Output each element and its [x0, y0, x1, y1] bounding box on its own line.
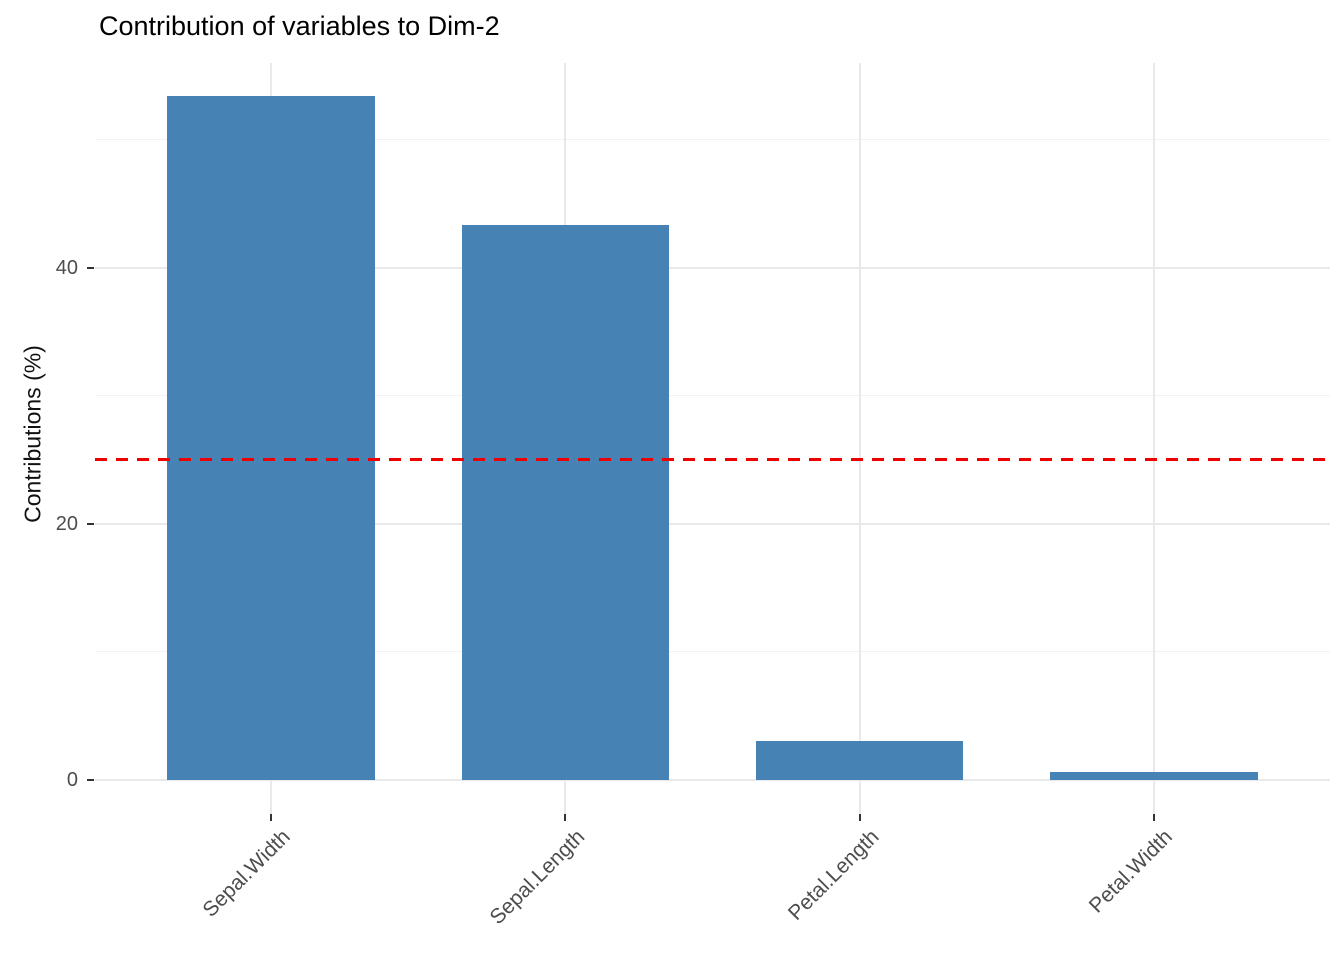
gridline-major-vertical — [858, 63, 861, 814]
gridline-minor-horizontal — [95, 139, 1330, 141]
gridline-major-horizontal — [95, 522, 1330, 525]
x-tick-mark — [858, 814, 861, 821]
y-tick-mark — [87, 778, 94, 781]
x-category-label: Petal.Width — [1084, 825, 1178, 918]
reference-line — [95, 458, 1330, 462]
gridline-major-horizontal — [95, 266, 1330, 269]
y-tick-mark — [87, 522, 94, 525]
chart-title: Contribution of variables to Dim-2 — [99, 11, 500, 41]
bar-sepal-length — [461, 225, 670, 780]
gridline-minor-horizontal — [95, 395, 1330, 397]
gridline-major-vertical — [1152, 63, 1155, 814]
x-category-label: Petal.Length — [783, 825, 884, 925]
x-tick-mark — [564, 814, 567, 821]
plot-panel — [95, 63, 1330, 814]
y-tick-label: 40 — [55, 256, 78, 279]
y-tick-mark — [87, 266, 94, 269]
x-category-label: Sepal.Length — [485, 825, 590, 930]
y-axis-title: Contributions (%) — [19, 345, 46, 523]
bar-petal-width — [1049, 772, 1258, 780]
x-tick-mark — [1152, 814, 1155, 821]
bar-petal-length — [755, 741, 964, 780]
x-category-label: Sepal.Width — [198, 825, 295, 922]
bar-sepal-width — [167, 96, 376, 780]
y-tick-label: 20 — [55, 512, 78, 535]
x-tick-mark — [270, 814, 273, 821]
y-tick-label: 0 — [66, 768, 78, 791]
gridline-major-horizontal — [95, 778, 1330, 781]
gridline-minor-horizontal — [95, 651, 1330, 653]
